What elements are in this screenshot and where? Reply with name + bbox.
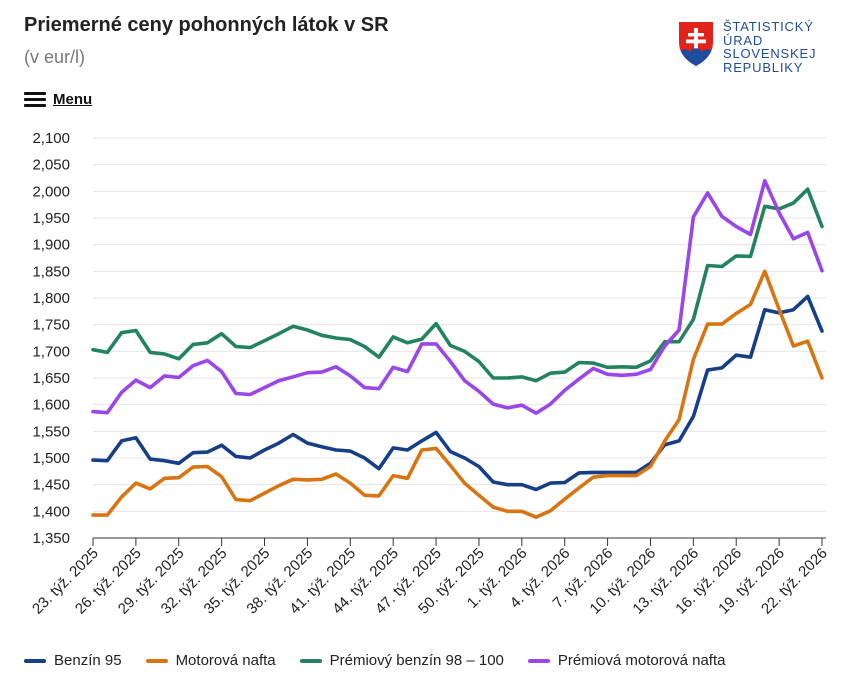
- logo-line: ŠTATISTICKÝ: [723, 19, 814, 34]
- logo-text: ŠTATISTICKÝ ÚRAD SLOVENSKEJ REPUBLIKY: [723, 20, 816, 74]
- legend-label: Motorová nafta: [175, 652, 276, 669]
- chart-legend: Benzín 95 Motorová nafta Prémiový benzín 9…: [24, 652, 749, 669]
- y-tick-label: 1,650: [32, 370, 70, 387]
- legend-swatch: [527, 658, 550, 663]
- chart-title: Priemerné ceny pohonných látok v SR: [24, 14, 389, 36]
- chart-subtitle: (v eur/l): [24, 47, 86, 67]
- logo-line: SLOVENSKEJ: [723, 46, 817, 61]
- legend-item[interactable]: Motorová nafta: [145, 652, 276, 669]
- legend-label: Prémiová motorová nafta: [557, 652, 726, 669]
- series-line[interactable]: [91, 178, 824, 416]
- susr-logo[interactable]: ŠTATISTICKÝ ÚRAD SLOVENSKEJ REPUBLIKY: [677, 20, 816, 74]
- y-tick-label: 2,050: [32, 157, 70, 174]
- logo-line: ÚRAD: [723, 32, 764, 48]
- slovak-coat-of-arms-icon: [679, 22, 713, 66]
- y-tick-label: 1,700: [32, 343, 70, 360]
- y-tick-label: 1,950: [32, 210, 70, 227]
- legend-item[interactable]: Prémiový benzín 98 – 100: [299, 652, 504, 669]
- legend-label: Prémiový benzín 98 – 100: [329, 652, 504, 669]
- y-axis-tick-labels: 1,350 1,400 1,450 1,500 1,550 1,600 1,650 1,700…: [32, 130, 70, 547]
- y-tick-label: 1,450: [32, 477, 70, 494]
- legend-swatch: [299, 658, 322, 663]
- y-tick-label: 1,750: [32, 317, 70, 334]
- y-tick-label: 1,550: [32, 423, 70, 440]
- y-tick-label: 1,400: [32, 503, 70, 520]
- logo-line: REPUBLIKY: [723, 59, 804, 75]
- hamburger-menu-icon: [24, 92, 46, 107]
- legend-item[interactable]: Benzín 95: [24, 652, 122, 669]
- series-line[interactable]: [91, 187, 824, 383]
- series-line[interactable]: [91, 269, 824, 520]
- series-lines: [91, 178, 824, 520]
- y-tick-label: 1,850: [32, 263, 70, 280]
- y-tick-label: 2,100: [32, 130, 70, 147]
- y-tick-label: 1,900: [32, 237, 70, 254]
- y-tick-label: 2,000: [32, 183, 70, 200]
- y-tick-label: 1,600: [32, 397, 70, 414]
- series-line[interactable]: [91, 294, 824, 492]
- legend-swatch: [145, 658, 168, 663]
- legend-swatch: [24, 658, 46, 663]
- y-tick-label: 1,350: [32, 530, 70, 547]
- legend-label: Benzín 95: [54, 652, 122, 669]
- menu-label: Menu: [53, 91, 93, 108]
- legend-item[interactable]: Prémiová motorová nafta: [527, 652, 726, 669]
- y-tick-label: 1,500: [32, 450, 70, 467]
- y-tick-label: 1,800: [32, 290, 70, 307]
- menu-button[interactable]: Menu: [24, 91, 92, 108]
